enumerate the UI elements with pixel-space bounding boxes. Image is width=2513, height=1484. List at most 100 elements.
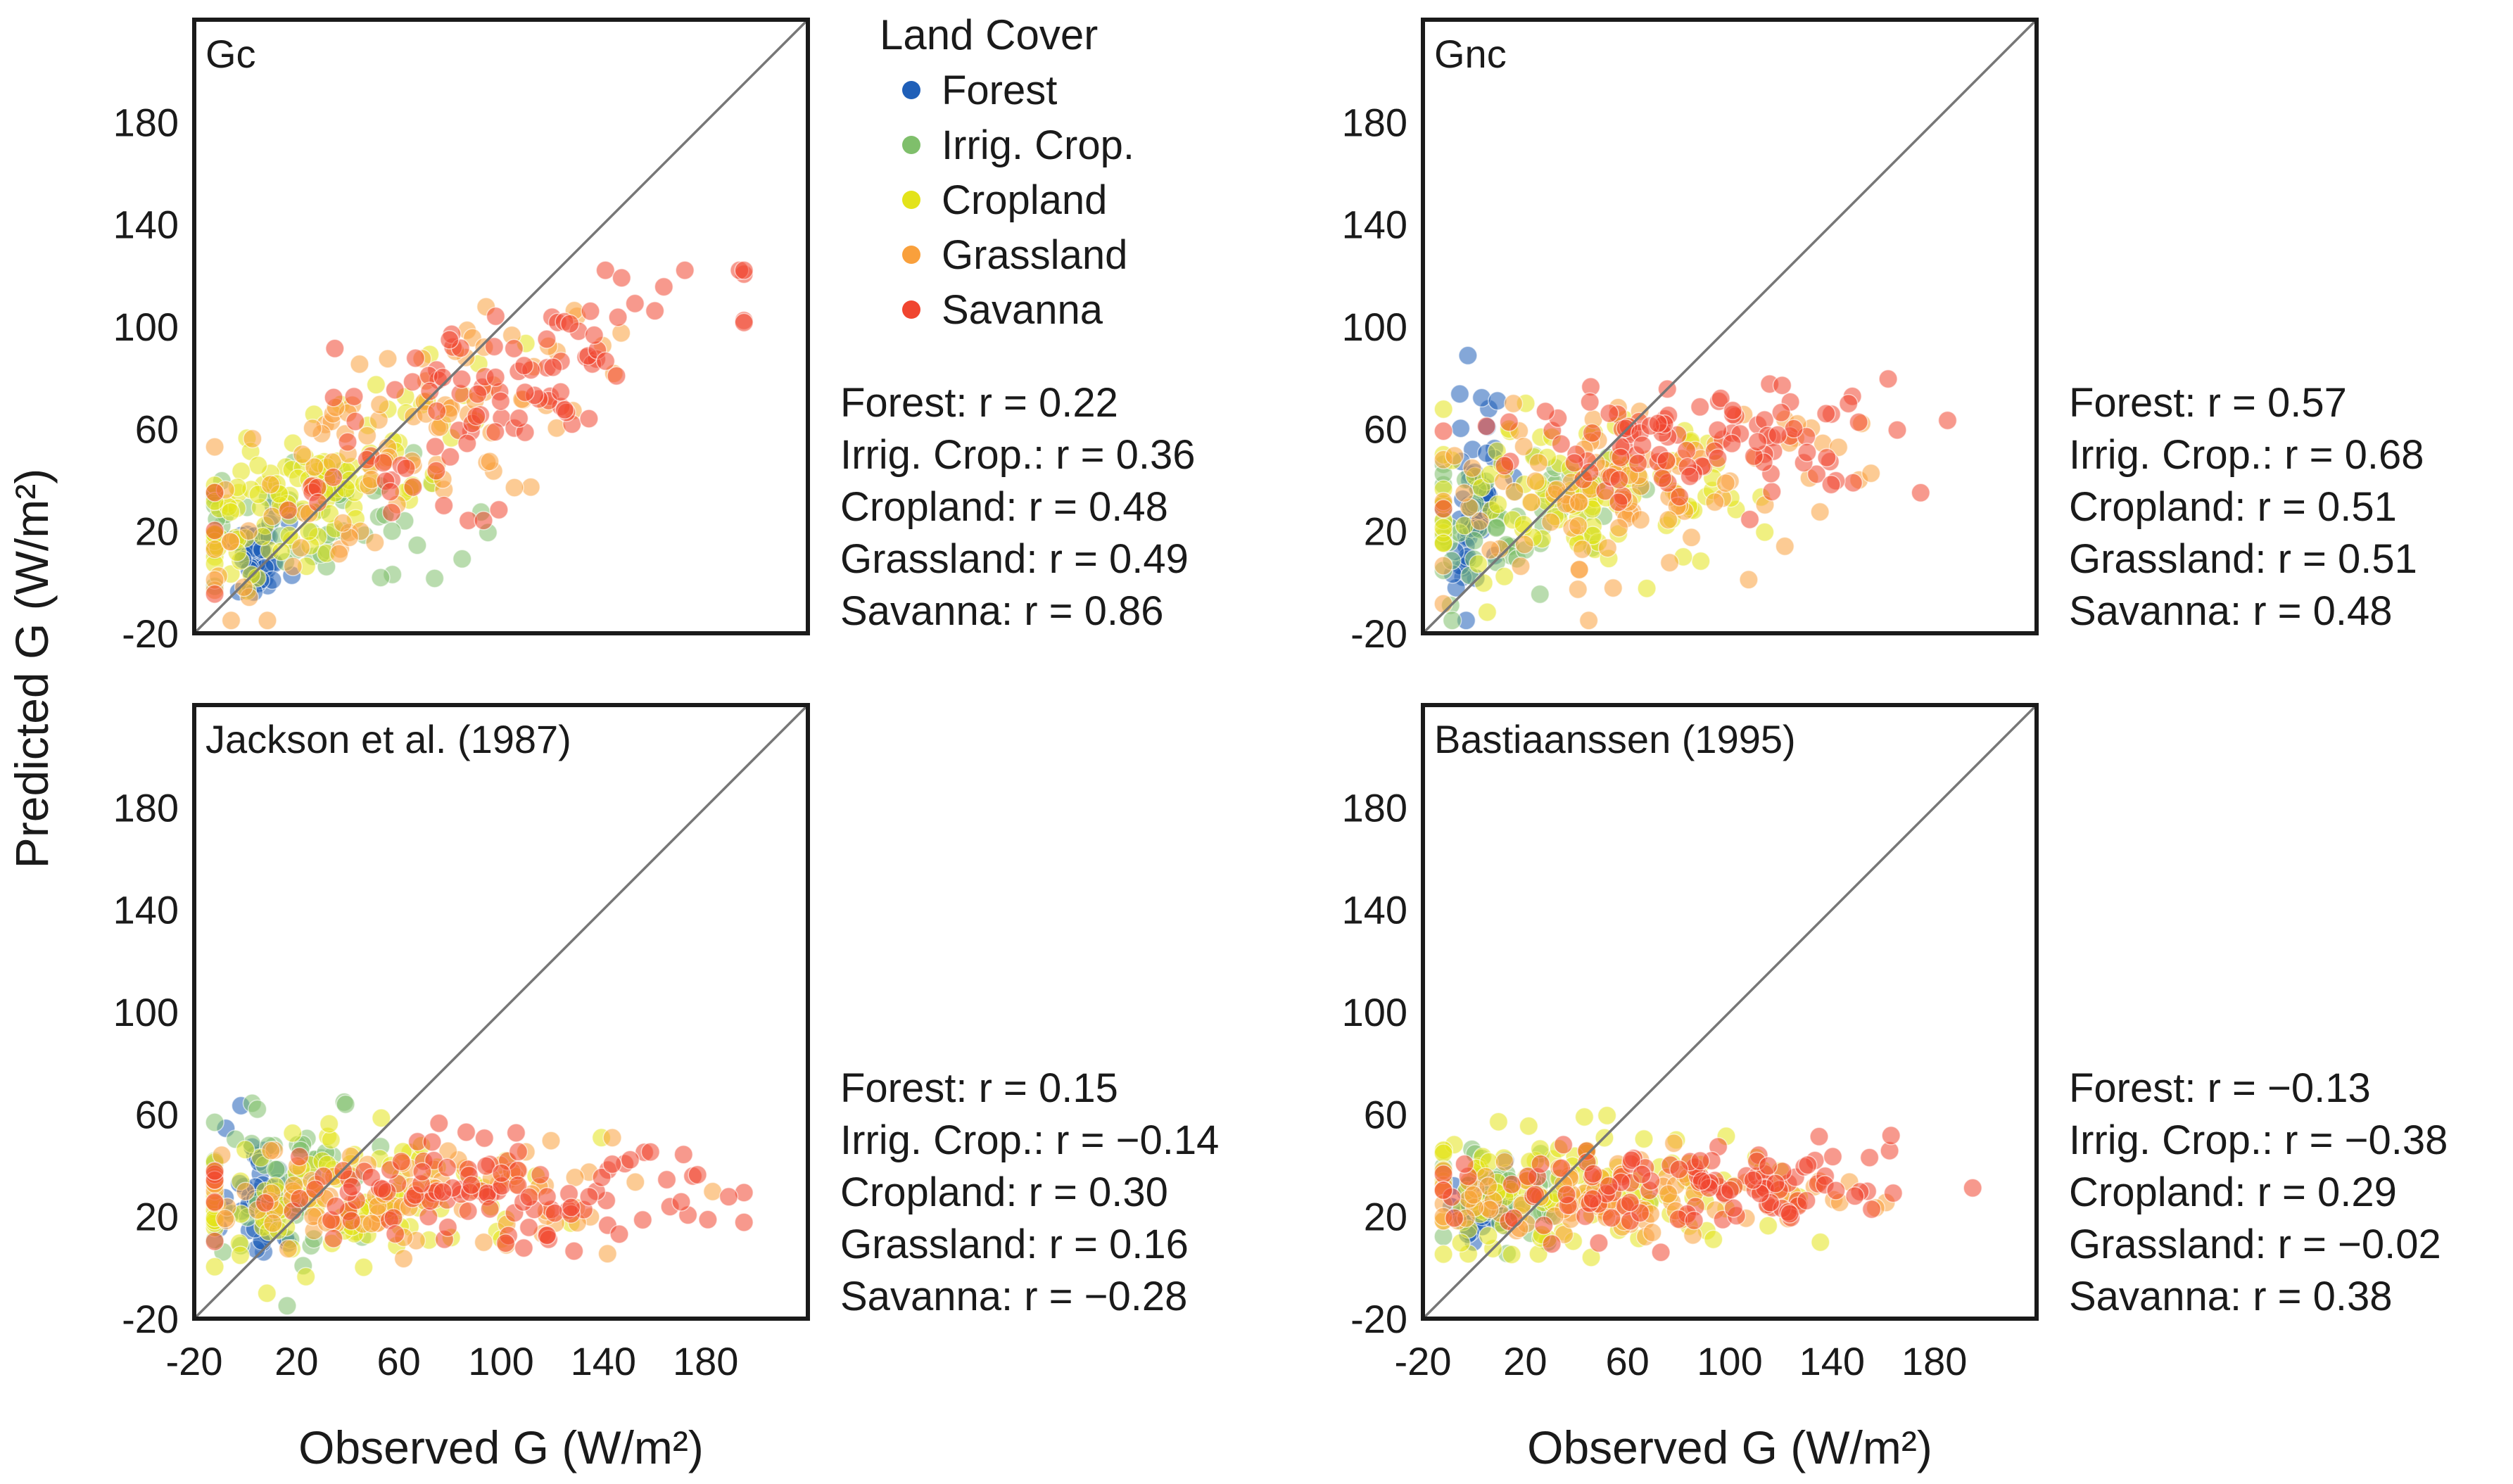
data-point-forest [1450,384,1470,404]
data-point-savanna [625,293,645,314]
data-point-savanna [1551,1158,1571,1178]
y-tick-label: 180 [1342,100,1407,144]
y-tick-label: 100 [1342,990,1407,1034]
legend-entry-savanna: Savanna [902,287,1103,333]
data-point-savanna [633,1210,653,1230]
y-tick-label: 100 [113,990,179,1034]
data-point-savanna [324,1229,343,1248]
data-point-grassland [1547,479,1566,500]
data-point-savanna [467,406,486,426]
y-axis-title: Predicted G (W/m²) [6,469,58,868]
y-ticks-gc: -20 20 60 100 140 180 [113,100,179,656]
data-point-savanna [1861,1199,1882,1219]
data-point-savanna [391,1151,411,1172]
data-point-savanna [698,1210,718,1230]
data-point-grassland [239,521,259,541]
data-point-cropland [319,504,340,524]
stat-bastiaanssen-savanna: Savanna: r = 0.38 [2069,1274,2393,1319]
y-tick-label: 140 [1342,888,1407,932]
data-point-savanna [1887,420,1907,440]
data-point-savanna [1580,462,1600,483]
data-point-cropland [1583,526,1603,545]
stat-gnc-irrig-crop: Irrig. Crop.: r = 0.68 [2069,432,2424,478]
data-point-grassland [541,1131,561,1150]
data-point-savanna [1551,434,1571,454]
data-point-savanna [373,453,393,473]
data-point-savanna [1433,499,1453,519]
y-tick-label: 20 [1364,509,1407,554]
data-point-savanna [595,260,616,280]
x-tick-label: -20 [166,1339,223,1383]
legend-marker-grassland [902,246,920,264]
data-point-savanna [1809,1127,1829,1147]
data-point-savanna [688,1165,707,1185]
data-point-savanna [1743,1170,1763,1190]
data-point-savanna [1628,453,1648,474]
x-tick-label: 20 [1503,1339,1547,1383]
panel-jackson: Jackson et al. (1987) -20 20 60 100 140 180 -… [113,703,1219,1383]
data-point-savanna [504,338,524,359]
data-point-savanna [344,386,364,407]
data-point-grassland [350,354,369,374]
data-point-savanna [1937,410,1958,431]
data-point-savanna [438,1217,458,1237]
data-point-grassland [212,1145,232,1165]
data-point-cropland [1494,566,1514,587]
data-point-savanna [581,301,600,322]
data-point-cropland [372,1108,391,1128]
stat-jackson-savanna: Savanna: r = −0.28 [840,1274,1187,1319]
data-point-savanna [1476,416,1496,436]
data-point-grassland [1659,509,1678,530]
data-point-savanna [1816,404,1836,424]
points-gnc [1433,345,1958,630]
data-point-savanna [456,1122,476,1142]
data-point-cropland [230,1245,251,1265]
stats-jackson: Forest: r = 0.15 Irrig. Crop.: r = −0.14… [840,1065,1219,1319]
data-point-savanna [537,329,557,349]
data-point-savanna [412,1162,432,1181]
data-point-savanna [385,380,405,400]
data-point-savanna [433,495,454,516]
data-point-savanna [467,384,488,404]
data-point-savanna [384,1207,403,1228]
data-point-savanna [1611,448,1631,467]
data-point-forest [1450,418,1471,438]
data-point-savanna [1849,412,1868,432]
x-tick-label: 180 [673,1339,738,1383]
data-point-savanna [1433,1180,1453,1200]
data-point-grassland [236,1181,255,1201]
data-point-savanna [609,1224,629,1244]
x-tick-label: -20 [1395,1339,1452,1383]
data-point-grassland [215,1209,235,1229]
data-point-savanna [1599,1176,1619,1196]
data-point-grassland [1503,393,1524,414]
data-point-grassland [1445,445,1464,466]
data-point-savanna [1583,1164,1603,1184]
data-point-savanna [1740,509,1760,529]
data-point-grassland [362,1214,381,1234]
data-point-savanna [484,336,505,357]
data-point-savanna [205,1161,224,1181]
stat-jackson-cropland: Cropland: r = 0.30 [840,1169,1168,1215]
y-tick-label: 100 [1342,305,1407,349]
stat-jackson-irrig-crop: Irrig. Crop.: r = −0.14 [840,1117,1219,1163]
data-point-savanna [1754,410,1775,430]
x-tick-label: 60 [1606,1339,1650,1383]
panel-title-gnc: Gnc [1434,32,1507,76]
x-tick-label: 60 [377,1339,421,1383]
data-point-savanna [1859,1148,1880,1167]
data-point-savanna [1797,1191,1816,1211]
data-point-savanna [440,330,460,350]
x-tick-label: 20 [274,1339,318,1383]
data-point-savanna [429,1113,449,1134]
data-point-savanna [555,400,575,420]
x-axis-title-left: Observed G (W/m²) [298,1421,704,1473]
stat-gc-forest: Forest: r = 0.22 [840,380,1118,426]
data-point-grassland [1505,482,1524,502]
stats-bastiaanssen: Forest: r = −0.13 Irrig. Crop.: r = −0.3… [2069,1065,2448,1319]
data-point-savanna [1609,493,1628,512]
data-point-savanna [519,1187,539,1207]
legend-label-grassland: Grassland [942,232,1127,278]
data-point-savanna [1708,448,1728,468]
data-point-savanna [1534,1215,1554,1236]
